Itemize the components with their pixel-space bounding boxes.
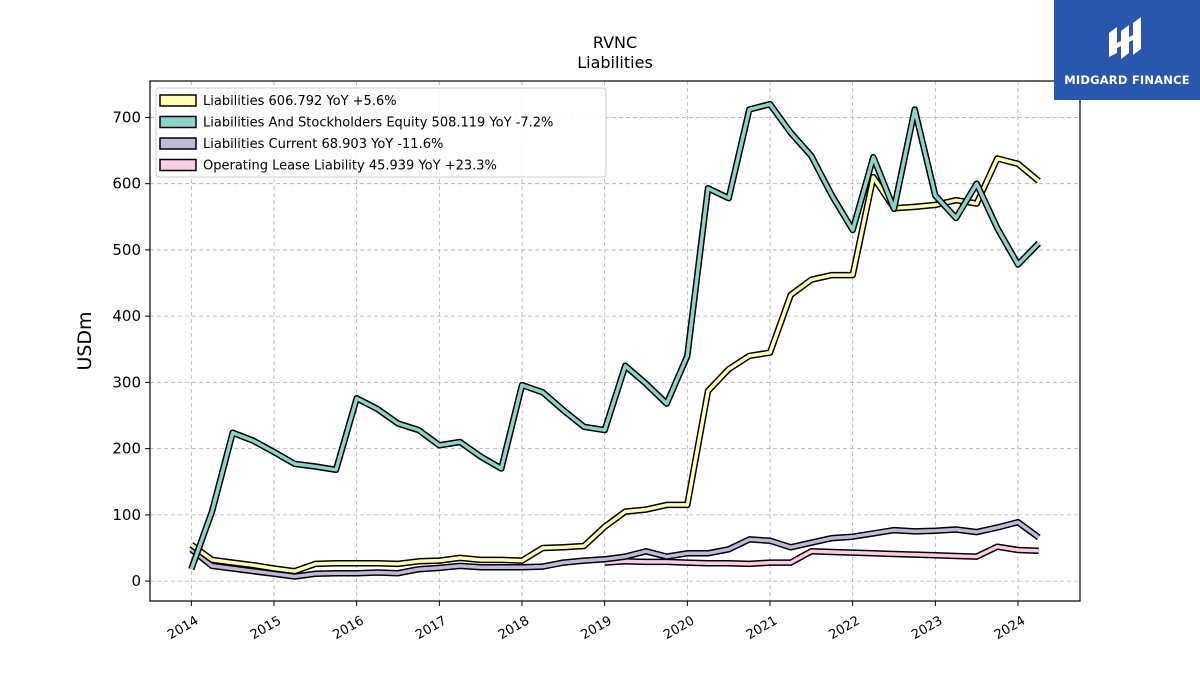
- x-tick-label: 2014: [165, 613, 201, 643]
- x-tick-label: 2024: [992, 613, 1028, 643]
- chart-subtitle: Liabilities: [577, 53, 653, 72]
- chart-title: RVNC: [593, 33, 637, 52]
- x-tick-label: 2016: [331, 613, 367, 643]
- legend-label: Liabilities And Stockholders Equity 508.…: [203, 116, 553, 131]
- legend-swatch: [159, 158, 197, 172]
- series-line: [604, 544, 1039, 566]
- y-tick-label: 500: [112, 241, 141, 259]
- legend-swatch: [159, 94, 197, 107]
- x-tick-label: 2017: [413, 613, 449, 643]
- y-tick-label: 600: [112, 175, 141, 193]
- x-tick-label: 2022: [827, 613, 863, 643]
- brand-logo: MIDGARD FINANCE: [1054, 0, 1200, 100]
- series-line: [190, 520, 1040, 579]
- legend-label: Liabilities 606.792 YoY +5.6%: [203, 94, 397, 109]
- legend-swatch: [159, 137, 197, 150]
- y-axis-label: USDm: [74, 311, 96, 370]
- series-layer: [188, 100, 1042, 580]
- series-outline: [189, 155, 1041, 575]
- y-tick-label: 200: [112, 440, 141, 458]
- x-tick-label: 2015: [248, 613, 284, 643]
- legend-label: Liabilities Current 68.903 YoY -11.6%: [203, 137, 443, 152]
- x-tick-label: 2019: [579, 613, 615, 643]
- y-tick-label: 100: [112, 506, 141, 524]
- legend-swatch: [159, 115, 197, 129]
- midgard-logo-icon: [1109, 17, 1141, 59]
- y-tick-label: 300: [112, 373, 141, 391]
- y-tick-label: 700: [112, 108, 141, 126]
- x-tick-label: 2023: [909, 613, 945, 643]
- legend: Liabilities 606.792 YoY +5.6% Liabilities…: [155, 87, 607, 178]
- logo-text: MIDGARD FINANCE: [1064, 73, 1190, 87]
- plot-frame: [149, 80, 1081, 602]
- series-line: [190, 156, 1040, 573]
- legend-label: Operating Lease Liability 45.939 YoY +23…: [203, 159, 497, 174]
- y-tick-label: 400: [112, 307, 141, 325]
- x-tick-label: 2018: [496, 613, 532, 643]
- x-tick-label: 2020: [661, 613, 697, 643]
- series-line: [189, 102, 1040, 570]
- y-tick-label: 0: [131, 572, 141, 590]
- x-tick-label: 2021: [744, 613, 780, 643]
- legend-box: [155, 87, 607, 178]
